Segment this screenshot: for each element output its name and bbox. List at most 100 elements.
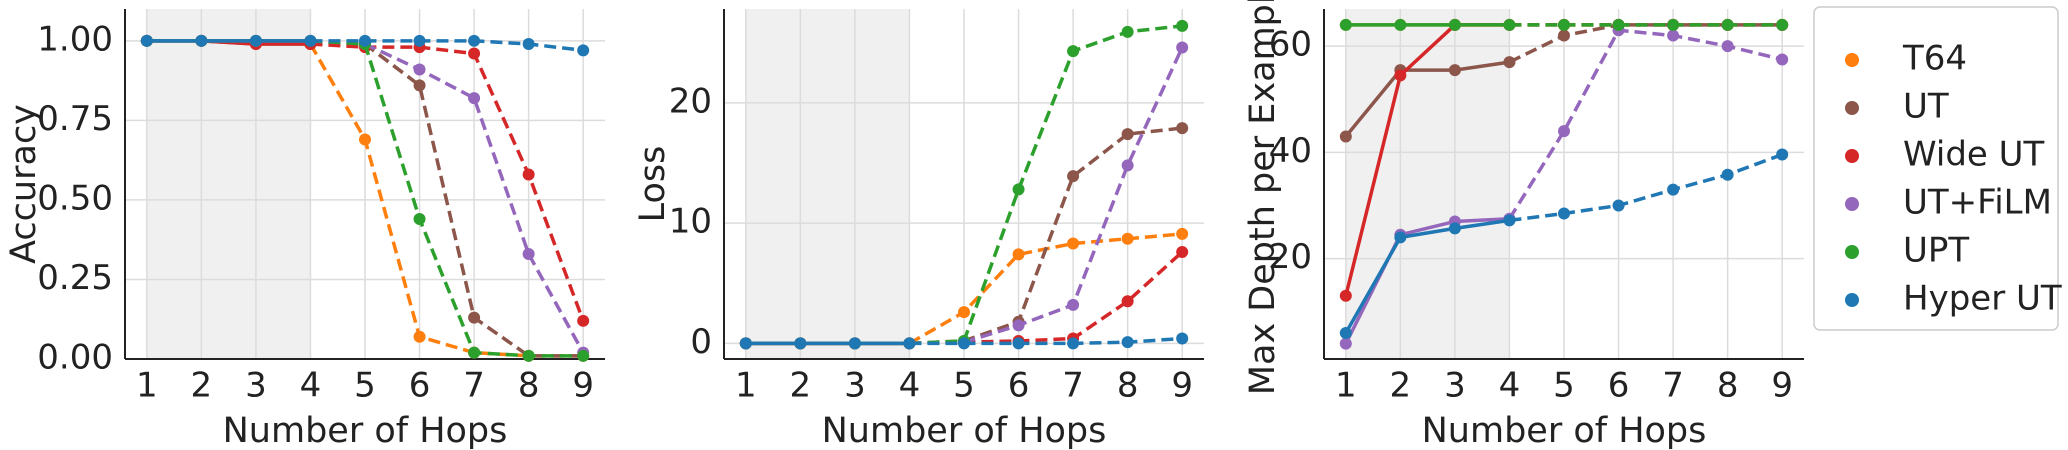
data-point (1012, 183, 1025, 196)
series-line (1344, 218, 1510, 334)
data-point (140, 34, 153, 47)
y-tick-label: 60 (1269, 25, 1312, 65)
data-point (1776, 53, 1789, 66)
data-point (1121, 232, 1134, 245)
x-tick-label: 7 (463, 366, 485, 406)
data-point (1503, 214, 1516, 227)
x-tick-label: 4 (899, 366, 921, 406)
y-tick-label: 0 (690, 322, 712, 362)
data-point (577, 44, 590, 57)
x-tick-label: 1 (735, 366, 757, 406)
x-tick-label: 3 (1444, 366, 1466, 406)
x-tick-label: 9 (1171, 366, 1193, 406)
x-tick-label: 4 (300, 366, 322, 406)
y-tick-label: 40 (1269, 131, 1312, 171)
legend-label: UPT (1903, 231, 1969, 271)
data-point (1339, 130, 1352, 143)
x-axis-label: Number of Hops (822, 411, 1107, 450)
data-point (1339, 289, 1352, 302)
legend-box (1813, 6, 2059, 331)
x-tick-label: 6 (1608, 366, 1630, 406)
data-point (1503, 18, 1516, 31)
x-tick-label: 3 (245, 366, 267, 406)
y-tick-label: 0.50 (37, 178, 113, 218)
data-point (1121, 336, 1134, 349)
data-point (1394, 69, 1407, 82)
data-point (413, 63, 426, 76)
data-point (1121, 159, 1134, 172)
data-point (1394, 231, 1407, 244)
data-point (468, 34, 481, 47)
x-tick-label: 2 (1390, 366, 1412, 406)
shaded-region (146, 9, 311, 359)
y-tick-label: 0.75 (37, 99, 113, 139)
data-point (522, 349, 535, 362)
data-point (413, 330, 426, 343)
x-tick-label: 9 (572, 366, 594, 406)
data-point (739, 337, 752, 350)
data-point (1394, 18, 1407, 31)
legend-marker (1845, 149, 1859, 163)
data-point (1612, 18, 1625, 31)
data-point (958, 306, 970, 319)
data-point (1176, 122, 1189, 135)
data-point (794, 337, 807, 350)
data-point (848, 337, 861, 350)
x-tick-label: 2 (191, 366, 213, 406)
y-tick-label: 20 (1269, 237, 1312, 277)
data-point (522, 248, 535, 260)
data-point (1339, 18, 1352, 31)
x-axis-label: Number of Hops (223, 411, 508, 450)
data-point (468, 47, 481, 60)
data-point (249, 34, 262, 47)
x-tick-label: 5 (953, 366, 975, 406)
data-point (468, 346, 481, 359)
data-point (1721, 40, 1734, 53)
shaded-region (745, 9, 910, 359)
data-point (413, 213, 426, 225)
data-point (903, 337, 916, 350)
data-point (1721, 168, 1734, 181)
x-tick-label: 5 (354, 366, 376, 406)
data-point (468, 311, 481, 324)
x-tick-label: 7 (1062, 366, 1084, 406)
series-line (909, 46, 1184, 346)
legend-label: Wide UT (1903, 135, 2045, 175)
data-point (1176, 227, 1189, 240)
x-tick-label: 3 (844, 366, 866, 406)
data-point (1776, 148, 1789, 161)
data-point (1067, 298, 1080, 311)
legend-marker (1845, 53, 1859, 67)
data-point (413, 79, 426, 92)
data-point (522, 38, 535, 50)
data-point (468, 92, 481, 105)
data-point (1012, 248, 1025, 261)
legend-marker (1845, 101, 1859, 115)
series-line (909, 336, 1183, 346)
x-tick-label: 8 (518, 366, 540, 406)
y-tick-label: 1.00 (37, 19, 113, 59)
data-point (1067, 170, 1080, 183)
data-point (1176, 332, 1189, 345)
series-line (909, 250, 1184, 346)
shaded-region (1345, 9, 1510, 359)
data-point (359, 34, 371, 47)
series-line (1344, 217, 1510, 345)
x-tick-label: 1 (1335, 366, 1357, 406)
series-line (310, 42, 585, 322)
y-axis-label: Accuracy (4, 104, 44, 264)
data-point (1121, 128, 1134, 141)
legend-marker (1845, 197, 1859, 211)
x-axis-label: Number of Hops (1422, 411, 1707, 450)
data-point (1176, 41, 1189, 54)
data-point (1176, 19, 1189, 32)
data-point (1067, 45, 1080, 58)
data-point (1012, 319, 1025, 332)
data-point (1067, 337, 1080, 350)
data-point (1121, 25, 1134, 38)
y-tick-label: 0.25 (37, 258, 113, 298)
x-tick-label: 8 (1717, 366, 1739, 406)
data-point (1558, 207, 1570, 220)
data-point (577, 314, 590, 327)
data-point (304, 34, 317, 47)
